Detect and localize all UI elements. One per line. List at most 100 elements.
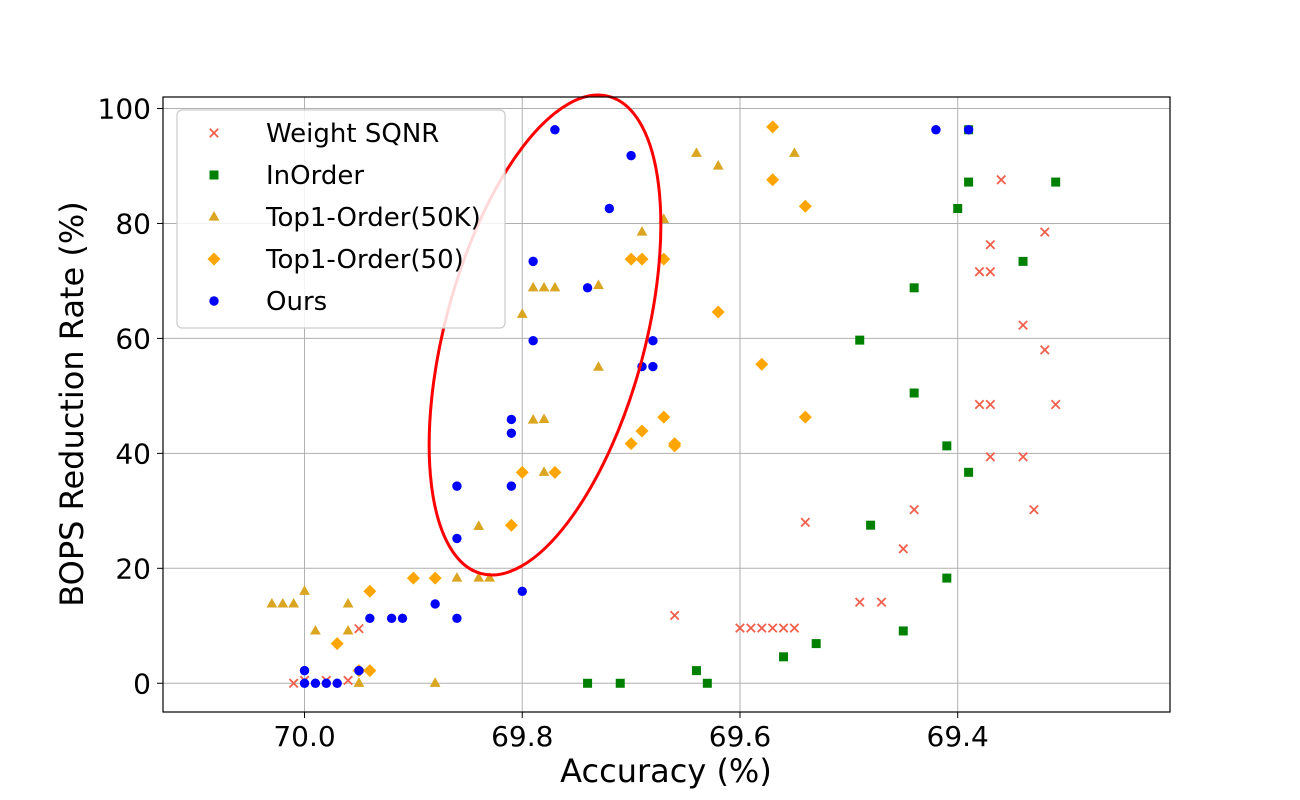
data-point (648, 336, 658, 346)
data-point (964, 467, 974, 477)
data-point (909, 504, 920, 515)
data-point (363, 584, 377, 598)
data-point (964, 177, 974, 187)
data-point (800, 517, 811, 528)
x-tick-label: 69.4 (927, 720, 989, 753)
data-point (452, 613, 462, 624)
data-point (778, 623, 789, 633)
data-point (342, 624, 354, 635)
data-point (691, 147, 702, 157)
data-point (669, 610, 680, 621)
data-point (288, 597, 300, 608)
data-point (691, 666, 701, 676)
y-tick-label: 60 (115, 322, 151, 355)
y-tick-label: 20 (115, 552, 151, 585)
x-axis-label: Accuracy (%) (560, 752, 772, 790)
data-point (299, 585, 310, 595)
data-point (635, 252, 649, 266)
data-point (712, 159, 724, 170)
data-point (354, 665, 364, 676)
data-point (473, 572, 485, 582)
series-ours (299, 125, 974, 688)
data-point (624, 437, 638, 451)
data-point (635, 424, 649, 438)
data-point (657, 410, 671, 424)
data-point (866, 520, 876, 530)
data-point (527, 414, 539, 424)
data-point (299, 678, 310, 688)
data-point (953, 204, 963, 214)
data-point (1039, 227, 1050, 237)
data-point (288, 678, 299, 689)
legend-box (176, 109, 506, 329)
axes: 70.0 69.8 69.6 69.4 0 20 40 60 80 100 (98, 92, 989, 753)
data-point (615, 678, 625, 688)
legend-marker (209, 128, 219, 138)
legend: Weight SQNR InOrder Top1-Order(50K) Top1-Or… (176, 109, 506, 329)
data-point (342, 597, 354, 608)
data-point (798, 199, 812, 213)
data-point (310, 678, 321, 688)
data-point (548, 465, 562, 479)
data-point (755, 357, 769, 371)
data-point (636, 226, 648, 236)
data-point (353, 677, 365, 687)
data-point (428, 571, 442, 585)
data-point (798, 410, 812, 424)
data-point (484, 572, 495, 582)
data-point (504, 518, 518, 532)
data-point (549, 281, 561, 292)
y-tick-label: 40 (115, 437, 151, 470)
data-point (363, 664, 377, 678)
legend-label: Ours (266, 287, 327, 317)
legend-item: Weight SQNR (209, 119, 439, 149)
data-point (343, 675, 353, 686)
data-point (1039, 345, 1050, 355)
data-point (648, 361, 658, 372)
y-axis-label: BOPS Reduction Rate (%) (53, 201, 91, 606)
data-point (582, 283, 593, 293)
x-tick-label: 69.8 (491, 720, 553, 753)
data-point (898, 543, 909, 554)
data-point (506, 481, 517, 491)
data-point (898, 626, 908, 636)
data-point (876, 597, 887, 608)
data-point (266, 597, 278, 608)
data-point (354, 623, 364, 634)
legend-item: Ours (209, 287, 327, 317)
data-point (299, 665, 310, 676)
data-point (451, 572, 463, 582)
data-point (365, 613, 375, 624)
data-point (330, 637, 344, 651)
data-point (473, 520, 485, 530)
legend-marker (209, 170, 219, 180)
plot-frame (162, 96, 1171, 713)
y-tick-label: 100 (98, 92, 151, 125)
legend-item: InOrder (209, 161, 364, 191)
legend-label: Weight SQNR (266, 119, 439, 149)
data-point (985, 399, 996, 410)
data-point (702, 678, 712, 688)
data-point (789, 147, 800, 157)
series-layer (266, 120, 1061, 689)
data-point (996, 174, 1007, 185)
data-point (538, 413, 550, 424)
series-top1-order-50 (330, 120, 812, 678)
data-point (1018, 256, 1028, 266)
data-point (985, 266, 996, 277)
data-point (321, 678, 331, 688)
data-point (515, 465, 529, 479)
data-point (1051, 177, 1061, 187)
data-point (779, 652, 789, 662)
data-point (506, 414, 517, 425)
data-point (506, 428, 517, 438)
data-point (593, 279, 604, 290)
legend-label: InOrder (266, 161, 364, 191)
data-point (942, 441, 952, 451)
data-point (452, 533, 462, 544)
data-point (931, 125, 941, 135)
data-point (854, 597, 865, 608)
data-point (811, 639, 821, 649)
data-point (1050, 399, 1061, 410)
